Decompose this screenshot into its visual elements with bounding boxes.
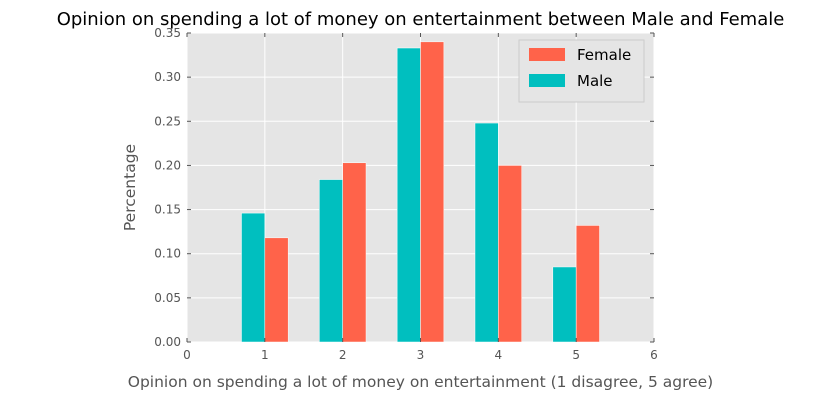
male-bar xyxy=(241,212,266,343)
chart-title: Opinion on spending a lot of money on en… xyxy=(57,9,785,30)
y-tick-label: 0.25 xyxy=(154,114,181,128)
male-bar xyxy=(396,47,421,343)
y-tick-label: 0.10 xyxy=(154,247,181,261)
male-bar xyxy=(319,179,343,343)
legend-swatch xyxy=(529,74,565,87)
legend-swatch xyxy=(529,48,565,61)
female-bar xyxy=(420,41,445,343)
x-tick-label: 6 xyxy=(650,348,658,362)
x-tick-label: 1 xyxy=(261,348,269,362)
bars xyxy=(241,41,600,343)
y-tick-label: 0.30 xyxy=(154,70,181,84)
x-tick-label: 3 xyxy=(417,348,425,362)
x-axis-label: Opinion on spending a lot of money on en… xyxy=(128,373,713,391)
y-axis-label: Percentage xyxy=(121,144,139,231)
x-tick-label: 4 xyxy=(495,348,503,362)
y-tick-label: 0.05 xyxy=(154,291,181,305)
x-tick-label: 0 xyxy=(183,348,191,362)
x-tick-label: 2 xyxy=(339,348,347,362)
female-bar xyxy=(264,237,289,343)
y-tick-label: 0.20 xyxy=(154,158,181,172)
female-bar xyxy=(342,162,367,343)
female-bar xyxy=(498,165,522,343)
x-tick-label: 5 xyxy=(572,348,580,362)
legend-label: Male xyxy=(577,72,613,90)
y-tick-label: 0.35 xyxy=(154,26,181,40)
male-bar xyxy=(474,122,499,343)
male-bar xyxy=(552,266,577,343)
legend-label: Female xyxy=(577,46,631,64)
y-tick-label: 0.00 xyxy=(154,335,181,349)
legend: Female Male xyxy=(518,39,645,103)
y-tick-label: 0.15 xyxy=(154,203,181,217)
axis-ticks: 0 1 2 3 4 5 6 0.00 0.05 0.10 0.15 0.20 0.25 0.30 0.35 xyxy=(154,26,658,362)
female-bar xyxy=(575,225,600,343)
